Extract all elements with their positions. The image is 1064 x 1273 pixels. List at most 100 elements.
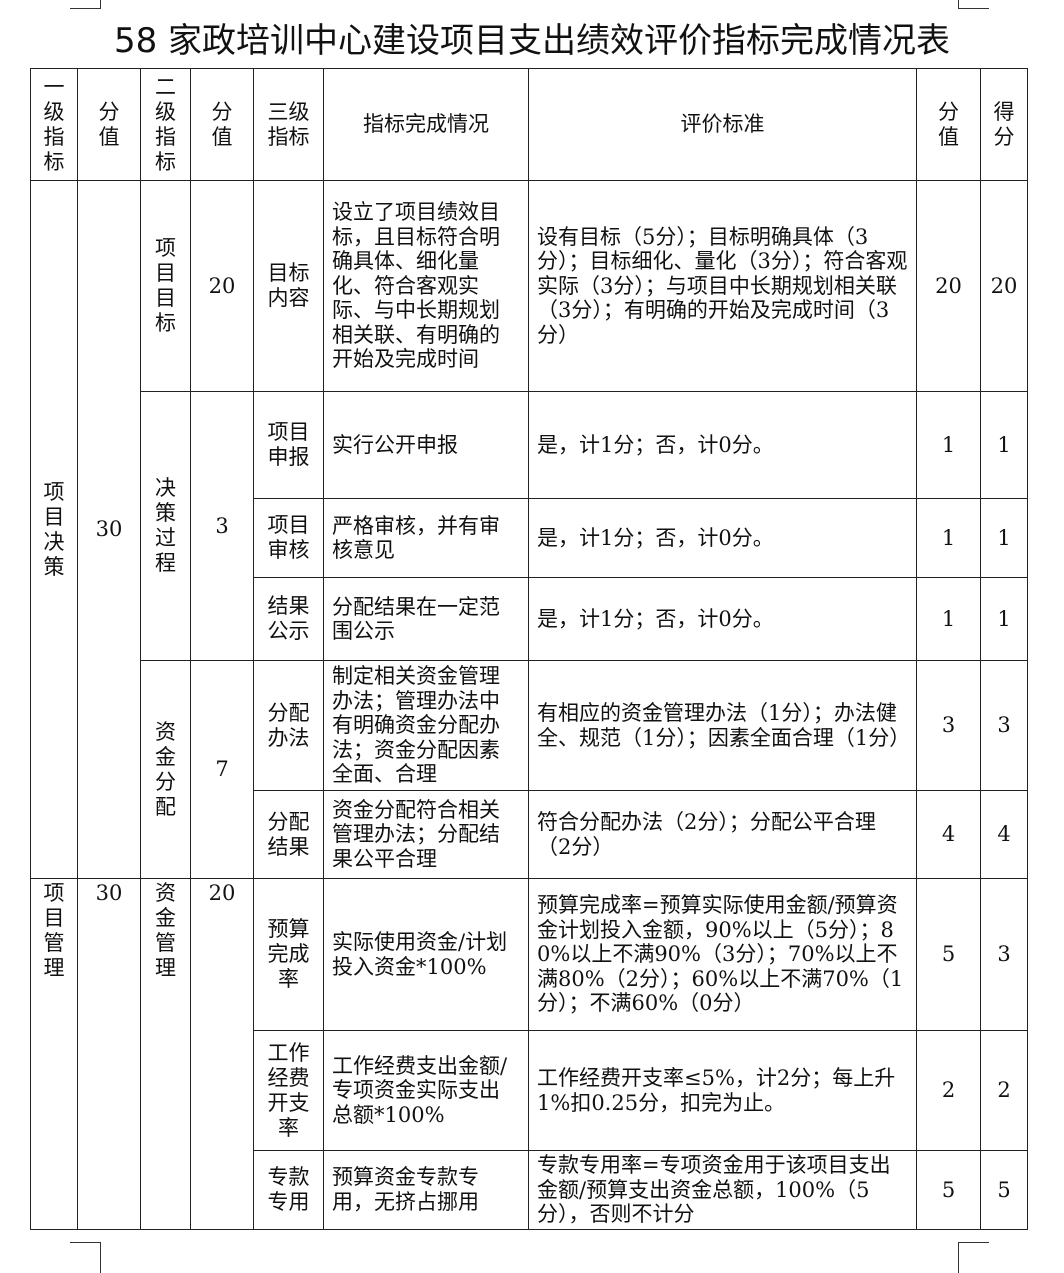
column-header: 分值: [190, 68, 254, 181]
got-score-cell: 5: [980, 1150, 1028, 1230]
standard-cell: 专款专用率=专项资金用于该项目支出金额/预算支出资金总额，100%（5分），否则…: [528, 1150, 917, 1230]
level3-indicator: 分配结果: [253, 790, 324, 879]
level3-indicator-text: 预算完成率: [267, 917, 310, 991]
level3-indicator-text: 结果公示: [267, 594, 310, 643]
level1-name-text: 项目管理: [43, 881, 65, 980]
level1-score: 30: [77, 878, 141, 1230]
score-cell: 4: [916, 790, 981, 879]
table-row: 项目决策 30 项目目标 20 目标内容 设立了项目绩效目标，且目标符合明确具体、细化量化…: [30, 180, 1028, 879]
got-score-cell: 3: [980, 878, 1028, 1031]
level1-name: 项目管理: [30, 878, 78, 1230]
column-header: 评价标准: [528, 68, 917, 181]
completion-cell: 制定相关资金管理办法；管理办法中有明确资金分配办法；资金分配因素全面、合理: [323, 660, 529, 791]
table-row: 资金分配 7 分配办法 制定相关资金管理办法；管理办法中有明确资金分配办法；资金分配因…: [31, 660, 1028, 879]
corner-mark: [70, 1242, 101, 1273]
level1-name-text: 项目决策: [43, 479, 65, 579]
level2-name-text: 项目目标: [154, 236, 176, 335]
level2-name-text: 资金分配: [154, 719, 176, 819]
column-header-text: 分值: [98, 99, 120, 149]
score-cell: 20: [916, 180, 981, 392]
level3-indicator-text: 项目审核: [267, 513, 310, 562]
completion-cell: 设立了项目绩效目标，且目标符合明确具体、细化量化、符合客观实际、与中长期规划相关…: [323, 180, 529, 392]
standard-cell: 符合分配办法（2分）；分配公平合理（2分）: [528, 790, 917, 879]
level3-indicator: 目标内容: [253, 180, 324, 392]
level2-score: 7: [190, 660, 254, 879]
got-score-cell: 1: [980, 498, 1028, 578]
table-row: 结果公示 分配结果在一定范围公示 是，计1分；否，计0分。 1 1: [31, 577, 1028, 661]
column-header-text: 得分: [993, 99, 1015, 149]
completion-cell: 实行公开申报: [323, 391, 529, 499]
got-score-cell: 2: [980, 1030, 1028, 1151]
column-header-text: 分值: [211, 99, 233, 149]
level2-name: 资金管理: [140, 878, 191, 1230]
column-header: 分值: [77, 68, 141, 181]
score-cell: 3: [916, 660, 981, 791]
column-header: 二级指标: [140, 68, 191, 181]
level3-indicator: 工作经费开支率: [253, 1030, 324, 1151]
level3-indicator-text: 分配结果: [267, 809, 310, 859]
standard-cell: 工作经费开支率≤5%，计2分；每上升1%扣0.25分，扣完为止。: [528, 1030, 917, 1151]
level2-name: 资金分配: [140, 660, 191, 879]
level2-name: 决策过程: [140, 391, 191, 661]
level1-name: 项目决策: [30, 180, 78, 879]
completion-cell: 资金分配符合相关管理办法；分配结果公平合理: [323, 790, 529, 879]
corner-mark: [70, 0, 101, 9]
column-header: 三级指标: [253, 68, 324, 181]
level3-indicator-text: 目标内容: [267, 261, 310, 310]
table-row: 分配结果 资金分配符合相关管理办法；分配结果公平合理 符合分配办法（2分）；分配公平…: [31, 790, 1028, 879]
column-header-text: 一级指标: [43, 74, 65, 174]
got-score-cell: 1: [980, 577, 1028, 661]
level1-score: 30: [77, 180, 141, 879]
column-header: 分值: [916, 68, 981, 181]
column-header: 一级指标: [30, 68, 78, 181]
column-header: 指标完成情况: [323, 68, 529, 181]
standard-cell: 是，计1分；否，计0分。: [528, 498, 917, 578]
score-cell: 5: [916, 1150, 981, 1230]
completion-cell: 预算资金专款专用，无挤占挪用: [323, 1150, 529, 1230]
standard-cell: 是，计1分；否，计0分。: [528, 577, 917, 661]
table-row: 决策过程 3 项目申报 实行公开申报 是，计1分；否，计0分。 1 1: [31, 391, 1028, 661]
got-score-cell: 4: [980, 790, 1028, 879]
level3-indicator-text: 分配办法: [267, 700, 310, 750]
completion-cell: 实际使用资金/计划投入资金*100%: [323, 878, 529, 1031]
score-cell: 5: [916, 878, 981, 1031]
table-row: 工作经费开支率 工作经费支出金额/专项资金实际支出总额*100% 工作经费开支率≤5…: [31, 1030, 1028, 1151]
evaluation-table: 一级指标 分值 二级指标 分值 三级指标 指标完成情况 评价标准 分值 得分 项目决策 30 项目目标…: [30, 68, 1028, 1230]
column-header-text: 分值: [937, 99, 959, 149]
level2-score: 3: [190, 391, 254, 661]
standard-cell: 设有目标（5分）；目标明确具体（3分）；目标细化、量化（3分）；符合客观实际（3…: [528, 180, 917, 392]
corner-mark: [958, 0, 989, 9]
table-row: 项目管理 30 资金管理 20 预算完成率 实际使用资金/计划投入资金*100% 预算完成率…: [30, 878, 1028, 1230]
standard-cell: 预算完成率=预算实际使用金额/预算资金计划投入金额，90%以上（5分）；80%以…: [528, 878, 917, 1031]
corner-mark: [958, 1242, 989, 1273]
level3-indicator: 专款专用: [253, 1150, 324, 1230]
level2-score: 20: [190, 878, 254, 1230]
column-header-text: 二级指标: [154, 74, 176, 174]
level2-name-text: 资金管理: [154, 881, 176, 980]
level3-indicator-text: 项目申报: [267, 420, 310, 469]
score-cell: 1: [916, 498, 981, 578]
score-cell: 1: [916, 391, 981, 499]
level3-indicator: 项目申报: [253, 391, 324, 499]
level3-indicator: 项目审核: [253, 498, 324, 578]
table-row: 专款专用 预算资金专款专用，无挤占挪用 专款专用率=专项资金用于该项目支出金额/预算…: [31, 1150, 1028, 1230]
standard-cell: 是，计1分；否，计0分。: [528, 391, 917, 499]
level3-indicator: 分配办法: [253, 660, 324, 791]
header-row: 一级指标 分值 二级指标 分值 三级指标 指标完成情况 评价标准 分值 得分: [30, 68, 1028, 181]
completion-cell: 分配结果在一定范围公示: [323, 577, 529, 661]
column-header-text: 三级指标: [267, 99, 310, 149]
level2-name-text: 决策过程: [154, 476, 176, 575]
page-title: 58 家政培训中心建设项目支出绩效评价指标完成情况表: [113, 21, 951, 61]
level3-indicator-text: 专款专用: [267, 1164, 310, 1214]
got-score-cell: 3: [980, 660, 1028, 791]
score-cell: 1: [916, 577, 981, 661]
level2-name: 项目目标: [140, 180, 191, 392]
score-cell: 2: [916, 1030, 981, 1151]
column-header: 得分: [980, 68, 1028, 181]
completion-cell: 工作经费支出金额/专项资金实际支出总额*100%: [323, 1030, 529, 1151]
got-score-cell: 1: [980, 391, 1028, 499]
got-score-cell: 20: [980, 180, 1028, 392]
level3-indicator-text: 工作经费开支率: [267, 1040, 310, 1140]
completion-cell: 严格审核，并有审核意见: [323, 498, 529, 578]
level3-indicator: 预算完成率: [253, 878, 324, 1031]
